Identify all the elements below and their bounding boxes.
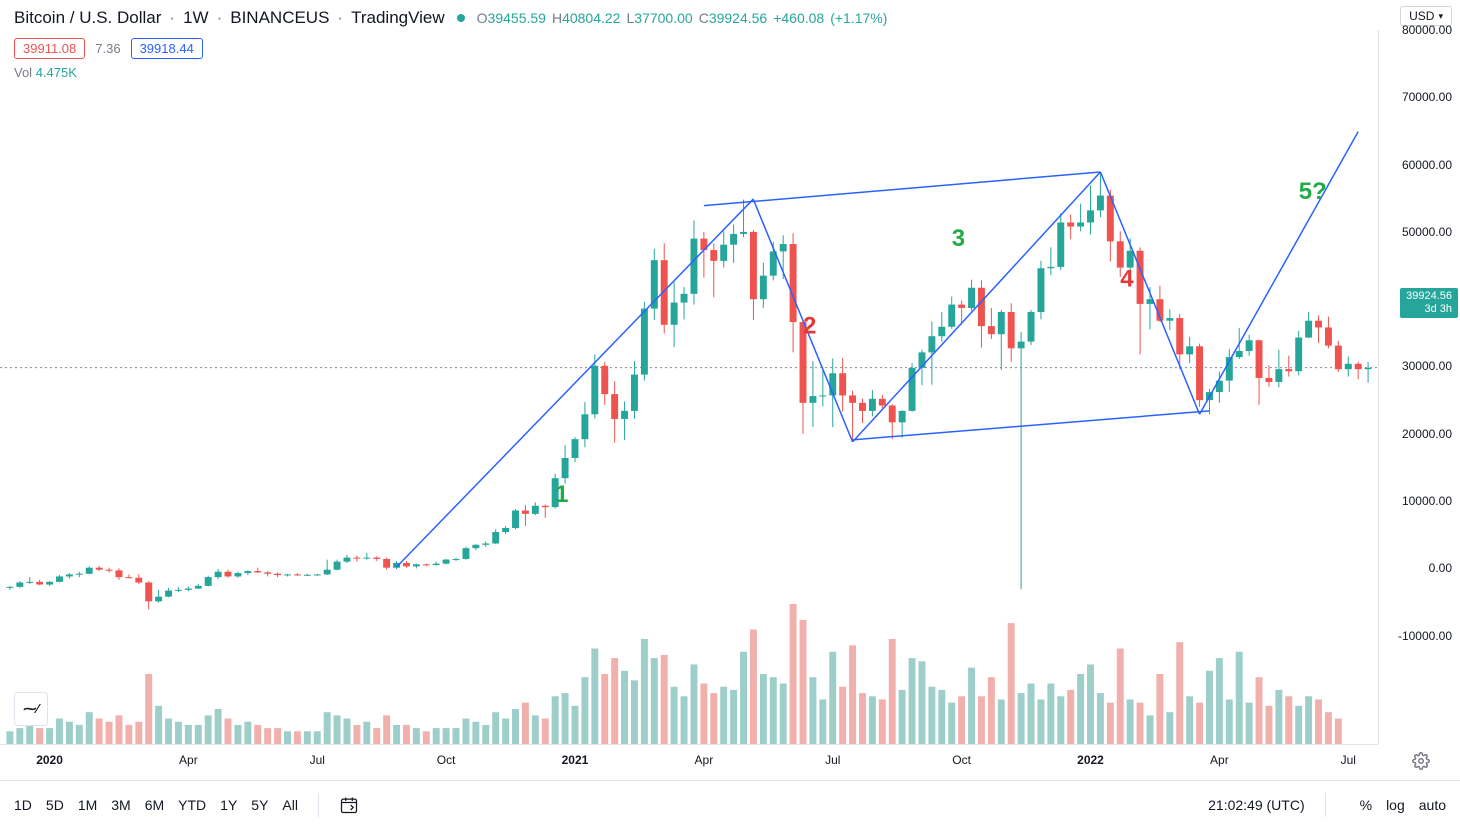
gear-icon[interactable] xyxy=(1412,752,1430,770)
bid-box[interactable]: 39911.08 xyxy=(14,38,85,59)
y-tick: 70000.00 xyxy=(1402,90,1452,104)
tradingview-logo[interactable]: ⁓⁄ xyxy=(14,692,48,726)
x-tick: 2021 xyxy=(562,753,589,767)
y-tick: 20000.00 xyxy=(1402,427,1452,441)
interval[interactable]: 1W xyxy=(183,8,209,28)
timeframe-1m[interactable]: 1M xyxy=(78,797,97,813)
price-axis[interactable]: -10000.000.0010000.0020000.0030000.00400… xyxy=(1378,30,1460,744)
status-dot xyxy=(457,14,465,22)
y-tick: 0.00 xyxy=(1429,561,1452,575)
svg-text:2: 2 xyxy=(803,313,816,340)
timeframe-ytd[interactable]: YTD xyxy=(178,797,206,813)
x-tick: Apr xyxy=(695,753,714,767)
time-axis[interactable]: 2020 Apr Jul Oct 2021 Apr Jul Oct 2022 Apr Jul xyxy=(0,744,1378,780)
scale-auto[interactable]: auto xyxy=(1419,797,1446,813)
y-tick: 30000.00 xyxy=(1402,359,1452,373)
current-price-label: 39924.563d 3h xyxy=(1400,288,1458,318)
utc-clock[interactable]: 21:02:49 (UTC) xyxy=(1208,797,1304,813)
bottom-toolbar: 1D 5D 1M 3M 6M YTD 1Y 5Y All 21:02:49 (UTC) % log… xyxy=(0,780,1460,828)
scale-log[interactable]: log xyxy=(1386,797,1405,813)
site-name: TradingView xyxy=(351,8,445,28)
timeframe-all[interactable]: All xyxy=(282,797,298,813)
y-tick: 80000.00 xyxy=(1402,23,1452,37)
spread: 7.36 xyxy=(95,41,120,56)
chart-header: Bitcoin / U.S. Dollar · 1W · BINANCEUS ·… xyxy=(0,0,1460,36)
x-tick: Apr xyxy=(1210,753,1229,767)
volume-row: Vol 4.475K xyxy=(0,61,1460,84)
y-tick: 10000.00 xyxy=(1402,494,1452,508)
timeframe-3m[interactable]: 3M xyxy=(111,797,130,813)
ohlc-display: O39455.59 H40804.22 L37700.00 C39924.56 … xyxy=(477,10,888,26)
x-tick: 2020 xyxy=(36,753,63,767)
chevron-down-icon: ▾ xyxy=(1438,11,1443,22)
x-tick: 2022 xyxy=(1077,753,1104,767)
svg-text:4: 4 xyxy=(1120,265,1134,292)
svg-text:3: 3 xyxy=(952,225,965,252)
x-tick: Oct xyxy=(437,753,456,767)
svg-text:1: 1 xyxy=(555,481,568,508)
timeframe-5d[interactable]: 5D xyxy=(46,797,64,813)
bid-ask-row: 39911.08 7.36 39918.44 xyxy=(0,36,1460,61)
ask-box[interactable]: 39918.44 xyxy=(131,38,203,59)
y-tick: 50000.00 xyxy=(1402,225,1452,239)
x-tick: Jul xyxy=(825,753,840,767)
chart-pane[interactable]: 1 2 3 4 5? xyxy=(0,98,1378,744)
x-tick: Jul xyxy=(310,753,325,767)
svg-text:5?: 5? xyxy=(1299,178,1327,205)
scale-%[interactable]: % xyxy=(1360,797,1372,813)
symbol-title[interactable]: Bitcoin / U.S. Dollar xyxy=(14,8,161,28)
timeframe-1d[interactable]: 1D xyxy=(14,797,32,813)
exchange: BINANCEUS xyxy=(230,8,329,28)
y-tick: 60000.00 xyxy=(1402,158,1452,172)
timeframe-5y[interactable]: 5Y xyxy=(251,797,268,813)
goto-date-icon[interactable] xyxy=(339,795,359,815)
timeframe-6m[interactable]: 6M xyxy=(145,797,164,813)
x-tick: Apr xyxy=(179,753,198,767)
timeframe-1y[interactable]: 1Y xyxy=(220,797,237,813)
x-tick: Jul xyxy=(1341,753,1356,767)
x-tick: Oct xyxy=(952,753,971,767)
y-tick: -10000.00 xyxy=(1398,629,1452,643)
